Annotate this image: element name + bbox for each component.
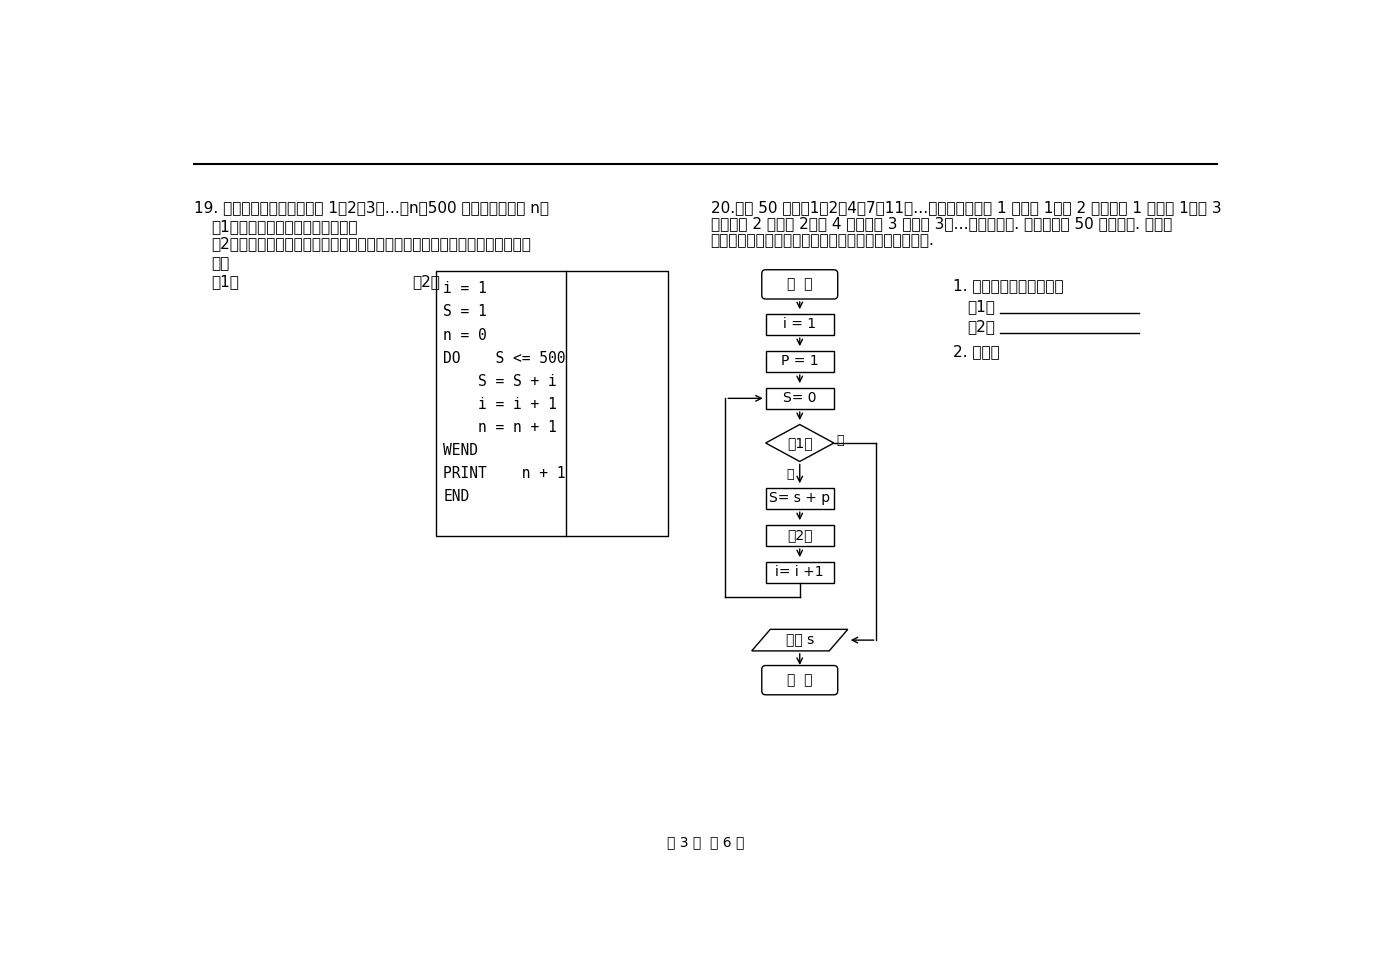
- Text: （1）画出执行该问题的程序框图；: （1）画出执行该问题的程序框图；: [211, 218, 358, 234]
- Polygon shape: [765, 424, 834, 461]
- Text: PRINT    n + 1: PRINT n + 1: [443, 466, 566, 481]
- Text: （1）: （1）: [211, 275, 238, 289]
- Text: n = n + 1: n = n + 1: [443, 419, 557, 435]
- Text: （2）: （2）: [413, 275, 440, 289]
- Text: 1. 把程序框图补充完整：: 1. 把程序框图补充完整：: [954, 279, 1064, 293]
- Text: WEND: WEND: [443, 443, 479, 458]
- Text: DO    S <= 500: DO S <= 500: [443, 351, 566, 366]
- Bar: [765, 387, 834, 409]
- Bar: [765, 351, 834, 372]
- Text: i= i +1: i= i +1: [776, 565, 824, 580]
- Text: （1）: （1）: [787, 436, 813, 450]
- FancyBboxPatch shape: [762, 665, 838, 695]
- Text: 输出 s: 输出 s: [786, 633, 813, 647]
- Text: （2）以下是解决该问题的一个程序，但有几处错误，请找出错误并予以更正。: （2）以下是解决该问题的一个程序，但有几处错误，请找出错误并予以更正。: [211, 237, 531, 251]
- Text: END: END: [443, 489, 469, 504]
- Text: P = 1: P = 1: [782, 354, 819, 368]
- Text: 结  束: 结 束: [787, 673, 812, 687]
- Text: 19. 根据下面的要求，求满足 1＋2＋3＋…＋n＞500 的最小的自然数 n。: 19. 根据下面的要求，求满足 1＋2＋3＋…＋n＞500 的最小的自然数 n。: [194, 200, 549, 215]
- Text: 开  始: 开 始: [787, 278, 812, 291]
- Text: i = i + 1: i = i + 1: [443, 397, 557, 412]
- Text: （2）: （2）: [787, 528, 812, 543]
- Text: 20.给出 50 个数：1，2，4，7，11，…，其规律是：第 1 个数是 1，第 2 个数比第 1 个数大 1，第 3: 20.给出 50 个数：1，2，4，7，11，…，其规律是：第 1 个数是 1，…: [710, 200, 1222, 215]
- Text: （1）: （1）: [967, 299, 995, 314]
- Bar: [765, 561, 834, 584]
- Text: 解：: 解：: [211, 256, 228, 271]
- Text: n = 0: n = 0: [443, 327, 487, 343]
- Bar: [765, 314, 834, 335]
- FancyBboxPatch shape: [762, 270, 838, 299]
- Text: S = 1: S = 1: [443, 304, 487, 319]
- Text: S= 0: S= 0: [783, 391, 816, 405]
- Text: 是: 是: [786, 468, 794, 481]
- Text: S = S + i: S = S + i: [443, 374, 557, 388]
- Polygon shape: [751, 629, 848, 651]
- Bar: [765, 487, 834, 509]
- Text: 否: 否: [837, 434, 843, 448]
- Text: （2）: （2）: [967, 319, 995, 334]
- Text: S= s + p: S= s + p: [769, 491, 830, 506]
- Text: 第 3 页  共 6 页: 第 3 页 共 6 页: [666, 836, 744, 850]
- Bar: [435, 271, 667, 536]
- Text: 面给出的程序框图补充完整，再根据程序框图写出程序.: 面给出的程序框图补充完整，再根据程序框图写出程序.: [710, 234, 934, 249]
- Text: 2. 程序：: 2. 程序：: [954, 344, 1000, 358]
- Text: i = 1: i = 1: [783, 318, 816, 331]
- Text: i = 1: i = 1: [443, 282, 487, 296]
- Text: 个数比第 2 个数大 2，第 4 个数比第 3 个数大 3，…，以此类推. 要求计算这 50 个数的和. 先将下: 个数比第 2 个数大 2，第 4 个数比第 3 个数大 3，…，以此类推. 要求…: [710, 217, 1172, 232]
- Bar: [765, 524, 834, 546]
